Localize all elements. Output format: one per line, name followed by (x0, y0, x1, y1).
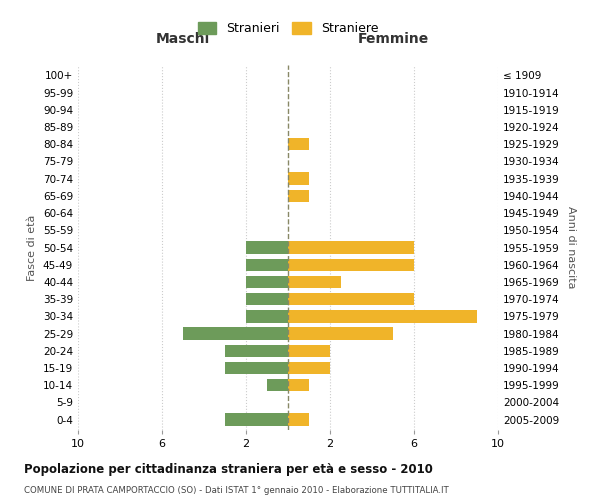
Legend: Stranieri, Straniere: Stranieri, Straniere (193, 16, 383, 40)
Y-axis label: Anni di nascita: Anni di nascita (566, 206, 576, 289)
Bar (288, 190, 309, 202)
Text: Popolazione per cittadinanza straniera per età e sesso - 2010: Popolazione per cittadinanza straniera p… (24, 462, 433, 475)
Bar (288, 276, 341, 288)
Bar (288, 344, 330, 357)
Bar (246, 310, 288, 322)
Bar (225, 414, 288, 426)
Bar (288, 379, 309, 392)
Bar (225, 362, 288, 374)
Bar (246, 258, 288, 271)
Bar (288, 362, 330, 374)
Bar (246, 242, 288, 254)
Bar (225, 344, 288, 357)
Bar (246, 276, 288, 288)
Bar (267, 379, 288, 392)
Bar (288, 242, 414, 254)
Text: Femmine: Femmine (358, 32, 428, 46)
Bar (288, 414, 309, 426)
Bar (288, 258, 414, 271)
Text: COMUNE DI PRATA CAMPORTACCIO (SO) - Dati ISTAT 1° gennaio 2010 - Elaborazione TU: COMUNE DI PRATA CAMPORTACCIO (SO) - Dati… (24, 486, 449, 495)
Bar (183, 328, 288, 340)
Y-axis label: Fasce di età: Fasce di età (28, 214, 37, 280)
Bar (288, 293, 414, 306)
Bar (288, 310, 477, 322)
Bar (288, 172, 309, 185)
Bar (246, 293, 288, 306)
Bar (288, 138, 309, 150)
Bar (288, 328, 393, 340)
Text: Maschi: Maschi (156, 32, 210, 46)
